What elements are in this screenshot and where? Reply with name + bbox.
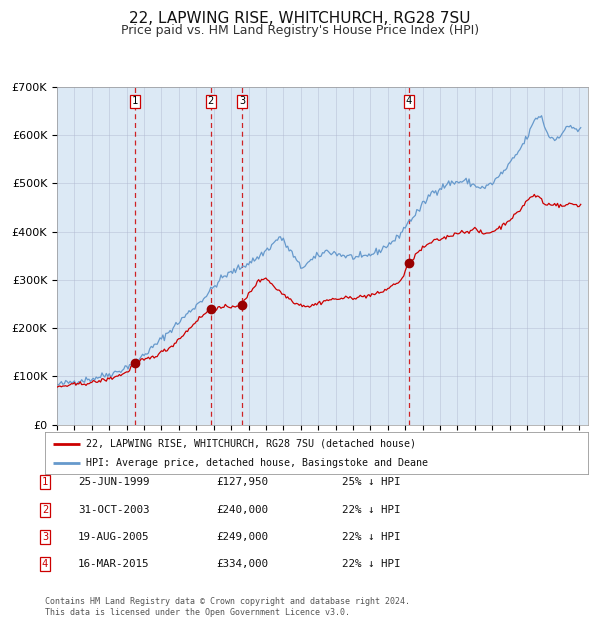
Text: £334,000: £334,000 — [216, 559, 268, 569]
Text: 16-MAR-2015: 16-MAR-2015 — [78, 559, 149, 569]
Text: 22% ↓ HPI: 22% ↓ HPI — [342, 559, 401, 569]
Text: £240,000: £240,000 — [216, 505, 268, 515]
Text: £127,950: £127,950 — [216, 477, 268, 487]
Text: HPI: Average price, detached house, Basingstoke and Deane: HPI: Average price, detached house, Basi… — [86, 458, 428, 468]
Text: 4: 4 — [406, 97, 412, 107]
Text: 25% ↓ HPI: 25% ↓ HPI — [342, 477, 401, 487]
Text: 1: 1 — [42, 477, 48, 487]
Text: 4: 4 — [42, 559, 48, 569]
Text: Contains HM Land Registry data © Crown copyright and database right 2024.
This d: Contains HM Land Registry data © Crown c… — [45, 598, 410, 617]
Text: 31-OCT-2003: 31-OCT-2003 — [78, 505, 149, 515]
Text: 3: 3 — [239, 97, 245, 107]
Text: £249,000: £249,000 — [216, 532, 268, 542]
Text: 3: 3 — [42, 532, 48, 542]
Text: 1: 1 — [132, 97, 138, 107]
Text: 25-JUN-1999: 25-JUN-1999 — [78, 477, 149, 487]
Text: 22, LAPWING RISE, WHITCHURCH, RG28 7SU (detached house): 22, LAPWING RISE, WHITCHURCH, RG28 7SU (… — [86, 438, 416, 448]
Text: 22% ↓ HPI: 22% ↓ HPI — [342, 505, 401, 515]
Text: 22, LAPWING RISE, WHITCHURCH, RG28 7SU: 22, LAPWING RISE, WHITCHURCH, RG28 7SU — [129, 11, 471, 26]
Text: 2: 2 — [208, 97, 214, 107]
Text: Price paid vs. HM Land Registry's House Price Index (HPI): Price paid vs. HM Land Registry's House … — [121, 24, 479, 37]
Text: 22% ↓ HPI: 22% ↓ HPI — [342, 532, 401, 542]
Text: 2: 2 — [42, 505, 48, 515]
Text: 19-AUG-2005: 19-AUG-2005 — [78, 532, 149, 542]
